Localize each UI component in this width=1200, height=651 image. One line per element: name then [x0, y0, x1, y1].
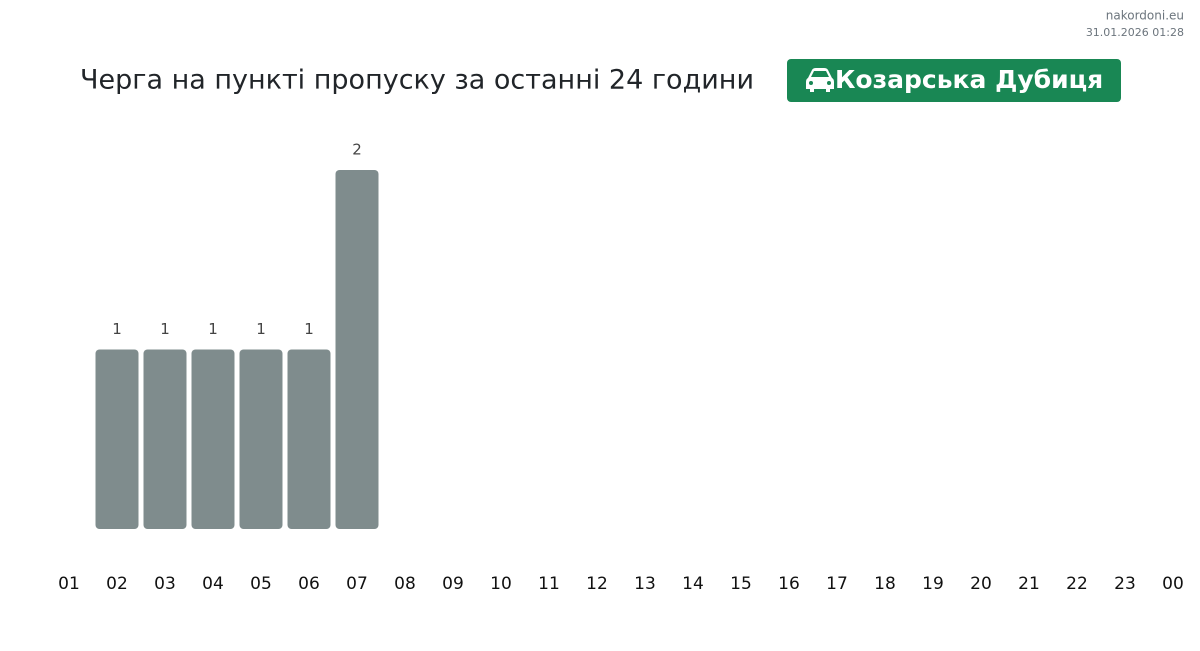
x-tick-label: 23 — [1114, 574, 1136, 594]
x-tick-label: 05 — [250, 574, 272, 594]
x-tick-label: 11 — [538, 574, 560, 594]
chart-title: Черга на пункті пропуску за останні 24 г… — [80, 65, 754, 96]
x-tick-label: 22 — [1066, 574, 1088, 594]
location: Козарська Дубиця — [835, 65, 1103, 94]
value-label: 1 — [160, 320, 170, 338]
badge-bg — [787, 59, 1121, 102]
x-tick-label: 21 — [1018, 574, 1040, 594]
x-tick-label: 17 — [826, 574, 848, 594]
x-tick-label: 20 — [970, 574, 992, 594]
value-label: 1 — [208, 320, 218, 338]
x-tick-label: 18 — [874, 574, 896, 594]
x-tick-label: 19 — [922, 574, 944, 594]
x-tick-label: 15 — [730, 574, 752, 594]
location-badge: Козарська Дубиця — [787, 59, 1121, 102]
x-tick-label: 07 — [346, 574, 368, 594]
x-tick-label: 12 — [586, 574, 608, 594]
x-tick-label: 10 — [490, 574, 512, 594]
value-label: 1 — [112, 320, 122, 338]
x-tick-label: 06 — [298, 574, 320, 594]
bar — [95, 349, 139, 529]
car-icon — [806, 68, 834, 92]
car-body — [806, 68, 834, 92]
value-label: 1 — [256, 320, 266, 338]
bar — [191, 349, 235, 529]
x-tick-label: 01 — [58, 574, 80, 594]
value-label: 2 — [352, 141, 362, 159]
x-tick-label: 02 — [106, 574, 128, 594]
source: nakordoni.eu — [1106, 9, 1184, 23]
x-tick-label: 04 — [202, 574, 224, 594]
car-light — [809, 81, 813, 85]
bar — [287, 349, 331, 529]
x-tick-label: 03 — [154, 574, 176, 594]
x-tick-label: 14 — [682, 574, 704, 594]
x-tick-label: 13 — [634, 574, 656, 594]
timestamp: 31.01.2026 01:28 — [1086, 26, 1184, 39]
x-tick-label: 09 — [442, 574, 464, 594]
bar — [335, 170, 379, 529]
x-tick-label: 00 — [1162, 574, 1184, 594]
x-tick-label: 08 — [394, 574, 416, 594]
value-label: 1 — [304, 320, 314, 338]
bar — [143, 349, 187, 529]
car-light — [827, 81, 831, 85]
x-tick-label: 16 — [778, 574, 800, 594]
bar — [239, 349, 283, 529]
